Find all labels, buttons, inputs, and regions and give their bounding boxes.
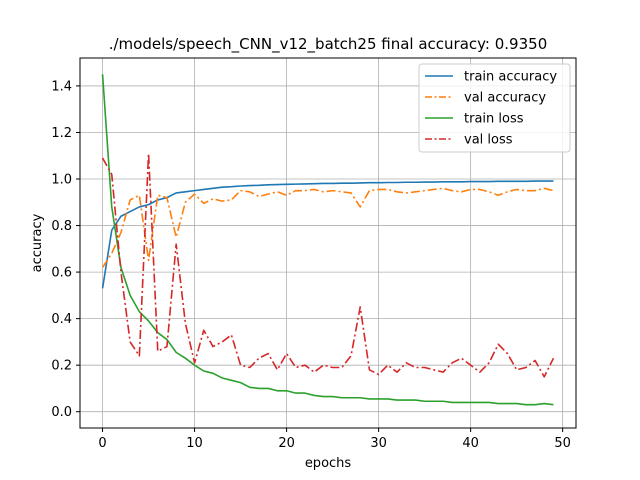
x-tick-label: 10: [186, 436, 203, 451]
x-axis-label: epochs: [305, 456, 352, 471]
y-tick-label: 0.8: [51, 219, 72, 234]
series-line-2: [101, 187, 554, 268]
y-tick-label: 1.4: [51, 79, 72, 94]
x-tick-label: 0: [98, 436, 106, 451]
series-line-4: [101, 152, 555, 378]
y-tick-label: 0.2: [51, 359, 72, 374]
legend-entry-label: val loss: [464, 133, 513, 148]
legend: train accuracy val accuracy train loss val …: [418, 63, 571, 153]
y-tick-label: 0.4: [51, 312, 72, 327]
y-axis: 0.0 0.2 0.4 0.6 0.8 1.0 1.2 1.4: [51, 79, 80, 420]
y-axis-label: accuracy: [30, 213, 45, 272]
x-tick-label: 50: [554, 436, 571, 451]
x-tick-label: 40: [462, 436, 479, 451]
legend-box: [418, 63, 571, 153]
series-line-1: [101, 180, 554, 289]
x-tick-label: 30: [370, 436, 387, 451]
chart-title: ./models/speech_CNN_v12_batch25 final ac…: [109, 35, 548, 54]
axes-frame: [79, 57, 577, 429]
series-line-3: [101, 74, 554, 406]
series-layer: [101, 74, 555, 406]
legend-entry-label: val accuracy: [464, 91, 546, 106]
y-tick-label: 0.0: [51, 405, 72, 420]
x-tick-label: 20: [278, 436, 295, 451]
y-tick-label: 1.0: [51, 173, 72, 188]
legend-entry-label: train accuracy: [464, 70, 557, 85]
y-tick-label: 0.6: [51, 266, 72, 281]
y-tick-label: 1.2: [51, 126, 72, 141]
x-axis: 0 10 20 30 40 50: [98, 428, 571, 451]
legend-entry-label: train loss: [464, 112, 524, 127]
